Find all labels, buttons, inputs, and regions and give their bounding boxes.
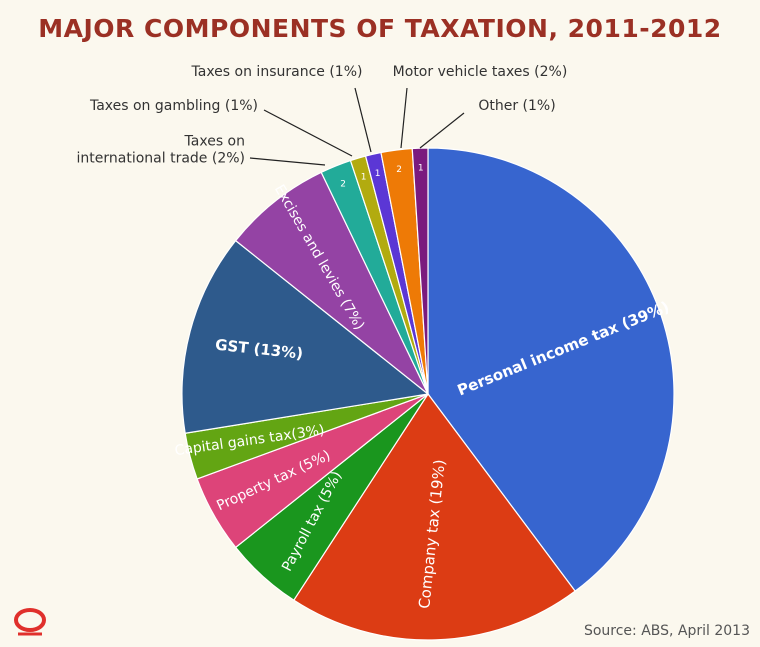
slice-label: 1 <box>361 173 367 183</box>
slice-label: 2 <box>396 165 402 175</box>
slice-label: 1 <box>375 169 381 179</box>
callout-label: Motor vehicle taxes (2%) <box>393 64 568 80</box>
slice-label: 1 <box>418 163 424 173</box>
callout-leader-line <box>263 109 353 157</box>
pie-slice-personal-income-tax <box>427 147 675 592</box>
callout-leader-line <box>249 157 326 166</box>
callout-leader-line <box>419 112 465 149</box>
callout-label: Taxes on international trade (2%) <box>77 134 245 167</box>
callout-label: Taxes on gambling (1%) <box>89 98 258 114</box>
callout-leader-line <box>354 87 372 153</box>
source-note: Source: ABS, April 2013 <box>583 623 750 639</box>
callout-leader-line <box>400 87 408 149</box>
callout-label: Other (1%) <box>478 98 555 114</box>
slice-label: 2 <box>340 180 346 190</box>
pie-slice-gst <box>181 239 430 434</box>
chart-title: MAJOR COMPONENTS OF TAXATION, 2011-2012 <box>38 14 722 43</box>
callout-label: Taxes on insurance (1%) <box>191 64 363 80</box>
pie-slice-excises-and-levies <box>234 171 429 395</box>
pie-slice-company-tax <box>292 392 576 641</box>
logo-icon <box>14 608 46 636</box>
